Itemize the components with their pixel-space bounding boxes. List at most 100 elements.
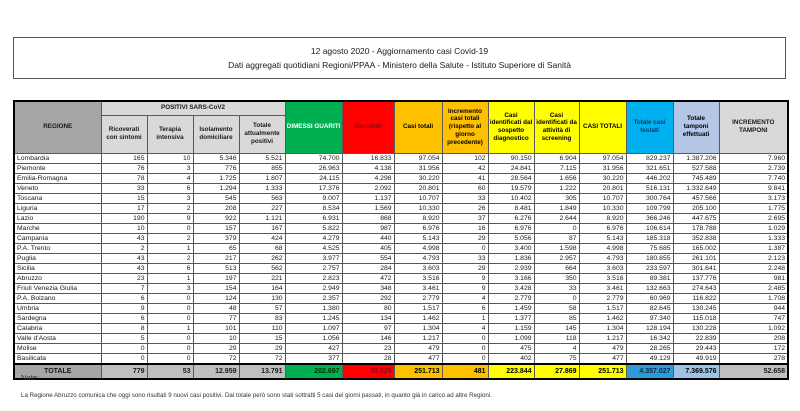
cell-casi-screening: 87 (533, 232, 580, 244)
cell-dimessi-guariti: 3.977 (284, 252, 343, 264)
cell-ricoverati-con-sintomi: 7 (100, 282, 148, 294)
cell-ricoverati-con-sintomi: 6 (100, 292, 148, 304)
cell-ricoverati-con-sintomi: 0 (100, 342, 148, 354)
cell-incremento-casi-totali: 0 (441, 342, 489, 354)
region-name: Basilicata (13, 352, 102, 364)
cell-ricoverati-con-sintomi: 17 (100, 202, 148, 214)
cell-incremento-tamponi: 981 (718, 272, 789, 284)
cell-casi-screening: 1.598 (533, 242, 580, 254)
cell-incremento-casi-totali: 42 (441, 162, 489, 174)
cell-incremento-casi-totali: 33 (441, 252, 489, 264)
region-name: Piemonte (13, 162, 102, 174)
table-body: Lombardia 165 10 5.346 5.521 74.700 16.833 97.0… (13, 152, 789, 379)
region-name: Sicilia (13, 262, 102, 274)
cell-incremento-tamponi: 944 (718, 302, 789, 314)
cell-casi-screening: 1.656 (533, 172, 580, 184)
table-row: Emilia-Romagna 78 4 1.725 1.807 24.115 4.298 30… (13, 172, 789, 184)
cell-terapia-intensiva: 3 (146, 192, 194, 204)
cell-terapia-intensiva: 4 (146, 172, 194, 184)
cell-casi-screening: 58 (533, 302, 580, 314)
cell-casi-totali: 4.998 (393, 242, 443, 254)
cell-deceduti: 1.569 (341, 202, 395, 214)
cell-ricoverati-con-sintomi: 15 (100, 192, 148, 204)
cell-isolamento-domiciliare: 208 (192, 202, 240, 214)
cell-casi-screening: 305 (533, 192, 580, 204)
cell-casi-sospetto-diagnostico: 2.939 (487, 262, 535, 274)
cell-casi-sospetto-diagnostico: 6.276 (487, 212, 535, 224)
cell-incremento-casi-totali: 0 (441, 332, 489, 344)
table-row: Lombardia 165 10 5.346 5.521 74.700 16.833 97.0… (13, 152, 789, 164)
table-row: Veneto 33 6 1.294 1.333 17.376 2.092 20.801 60 19… (13, 182, 789, 194)
region-name: Emilia-Romagna (13, 172, 102, 184)
cell-incremento-casi-totali: 16 (441, 222, 489, 234)
cell-deceduti: 80 (341, 302, 395, 314)
cell-totale-casi-testati: 49.129 (625, 352, 674, 364)
cell-deceduti: 405 (341, 242, 395, 254)
cell-deceduti: 284 (341, 262, 395, 274)
cell-dimessi-guariti: 1.097 (284, 322, 343, 334)
cell-ricoverati-con-sintomi: 5 (100, 332, 148, 344)
col-header-casi-sospetto: Casi identificati dal sospetto diagnosti… (487, 100, 535, 154)
region-name: Valle d'Aosta (13, 332, 102, 344)
cell-terapia-intensiva: 0 (146, 352, 194, 364)
cell-totale-attualmente-positivi: 1.333 (238, 182, 286, 194)
cell-totale-tamponi-effettuati: 447.675 (672, 212, 720, 224)
cell-dimessi-guariti: 17.376 (284, 182, 343, 194)
cell-casi-screening: 0 (533, 222, 580, 234)
cell-totale-casi-testati: 300.764 (625, 192, 674, 204)
region-name: Molise (13, 342, 102, 354)
col-header-casi-totali: Casi totali (393, 100, 443, 154)
col-header-casi-totali-finali: CASI TOTALI (578, 100, 627, 154)
cell-casi-totali: 20.801 (393, 182, 443, 194)
cell-casi-sospetto-diagnostico: 1.377 (487, 312, 535, 324)
cell-casi-screening: 6.904 (533, 152, 580, 164)
cell-casi-totali-finali: 4.998 (578, 242, 627, 254)
cell-casi-totali-finali: 10.330 (578, 202, 627, 214)
cell-casi-screening: 350 (533, 272, 580, 284)
cell-casi-screening: 1.222 (533, 182, 580, 194)
cell-dimessi-guariti: 2.757 (284, 262, 343, 274)
cell-deceduti: 987 (341, 222, 395, 234)
cell-terapia-intensiva: 0 (146, 342, 194, 354)
cell-casi-totali-finali: 3.516 (578, 272, 627, 284)
cell-incremento-tamponi: 3.173 (718, 192, 789, 204)
cell-incremento-casi-totali: 29 (441, 262, 489, 274)
cell-incremento-casi-totali: 0 (441, 242, 489, 254)
cell-totale-casi-testati: 180.855 (625, 252, 674, 264)
region-name: Puglia (13, 252, 102, 264)
cell-terapia-intensiva: 53 (146, 362, 194, 379)
cell-totale-attualmente-positivi: 72 (238, 352, 286, 364)
cell-deceduti: 146 (341, 332, 395, 344)
cell-deceduti: 4.298 (341, 172, 395, 184)
cell-casi-totali-finali: 4.793 (578, 252, 627, 264)
cell-casi-totali: 3.461 (393, 282, 443, 294)
cell-terapia-intensiva: 9 (146, 212, 194, 224)
cell-casi-totali: 1.462 (393, 312, 443, 324)
cell-incremento-casi-totali: 33 (441, 192, 489, 204)
cell-terapia-intensiva: 0 (146, 222, 194, 234)
cell-isolamento-domiciliare: 513 (192, 262, 240, 274)
cell-incremento-tamponi: 2.695 (718, 212, 789, 224)
cell-casi-totali: 5.143 (393, 232, 443, 244)
cell-totale-tamponi-effettuati: 49.919 (672, 352, 720, 364)
cell-casi-screening: 2.644 (533, 212, 580, 224)
cell-totale-tamponi-effettuati: 178.788 (672, 222, 720, 234)
cell-isolamento-domiciliare: 72 (192, 352, 240, 364)
cell-totale-tamponi-effettuati: 527.588 (672, 162, 720, 174)
region-name: Lazio (13, 212, 102, 224)
cell-incremento-tamponi: 7.960 (718, 152, 789, 164)
cell-totale-attualmente-positivi: 15 (238, 332, 286, 344)
cell-dimessi-guariti: 6.931 (284, 212, 343, 224)
table-row: Sicilia 43 6 513 562 2.757 284 3.603 29 2.939 664 3… (13, 262, 789, 274)
cell-casi-totali-finali: 251.713 (578, 362, 627, 379)
cell-totale-tamponi-effettuati: 22.839 (672, 332, 720, 344)
cell-casi-totali: 1.217 (393, 332, 443, 344)
region-name: Veneto (13, 182, 102, 194)
cell-totale-attualmente-positivi: 262 (238, 252, 286, 264)
table-row: Valle d'Aosta 5 0 10 15 1.056 146 1.217 0 1.099 11… (13, 332, 789, 344)
cell-casi-screening: 145 (533, 322, 580, 334)
cell-totale-attualmente-positivi: 221 (238, 272, 286, 284)
cell-ricoverati-con-sintomi: 43 (100, 262, 148, 274)
cell-totale-tamponi-effettuati: 261.101 (672, 252, 720, 264)
cell-casi-totali-finali: 97.054 (578, 152, 627, 164)
